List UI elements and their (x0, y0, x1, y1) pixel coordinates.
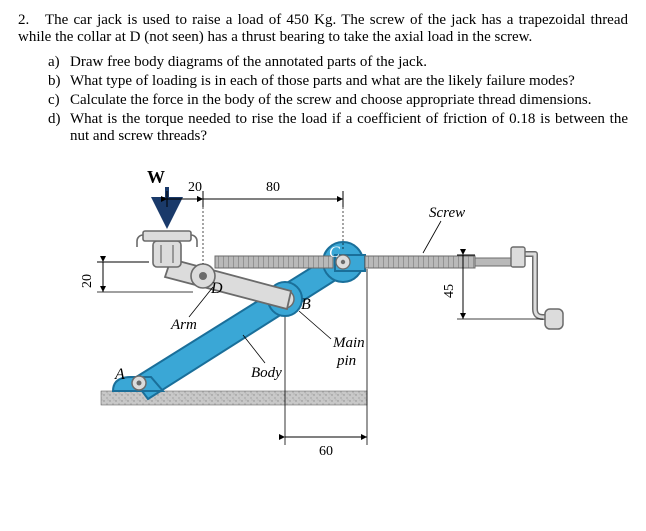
jack-diagram: W 20 80 20 45 60 Screw Arm Body Main pin… (43, 159, 603, 464)
label-A: A (114, 366, 125, 383)
subpart-a: a) Draw free body diagrams of the annota… (48, 54, 628, 71)
subparts-list: a) Draw free body diagrams of the annota… (48, 54, 628, 145)
problem-intro-text: The car jack is used to raise a load of … (18, 12, 628, 45)
label-screw: Screw (429, 205, 465, 221)
subpart-text: Calculate the force in the body of the s… (70, 92, 628, 109)
figure: W 20 80 20 45 60 Screw Arm Body Main pin… (18, 159, 628, 464)
label-mainpin2: pin (336, 353, 356, 369)
ground (101, 391, 367, 405)
problem-number: 2. (18, 12, 29, 28)
subpart-text: What is the torque needed to rise the lo… (70, 111, 628, 145)
label-dim20v: 20 (80, 274, 95, 288)
label-D: D (210, 280, 223, 297)
label-B: B (301, 296, 311, 313)
subpart-label: b) (48, 73, 70, 90)
label-body: Body (251, 365, 282, 381)
label-dim20h: 20 (188, 180, 202, 195)
subpart-d: d) What is the torque needed to rise the… (48, 111, 628, 145)
jack-arm (153, 241, 291, 309)
subpart-text: What type of loading is in each of those… (70, 73, 628, 90)
subpart-text: Draw free body diagrams of the annotated… (70, 54, 628, 71)
subpart-c: c) Calculate the force in the body of th… (48, 92, 628, 109)
subpart-label: d) (48, 111, 70, 145)
label-mainpin1: Main (332, 335, 365, 351)
subpart-b: b) What type of loading is in each of th… (48, 73, 628, 90)
label-C: C (329, 244, 340, 261)
label-dim80: 80 (266, 180, 280, 195)
problem-intro: 2. The car jack is used to raise a load … (18, 12, 628, 46)
label-dim45: 45 (442, 284, 457, 298)
label-dim60: 60 (319, 444, 333, 459)
label-W: W (147, 167, 165, 187)
subpart-label: c) (48, 92, 70, 109)
label-arm: Arm (170, 317, 197, 333)
subpart-label: a) (48, 54, 70, 71)
